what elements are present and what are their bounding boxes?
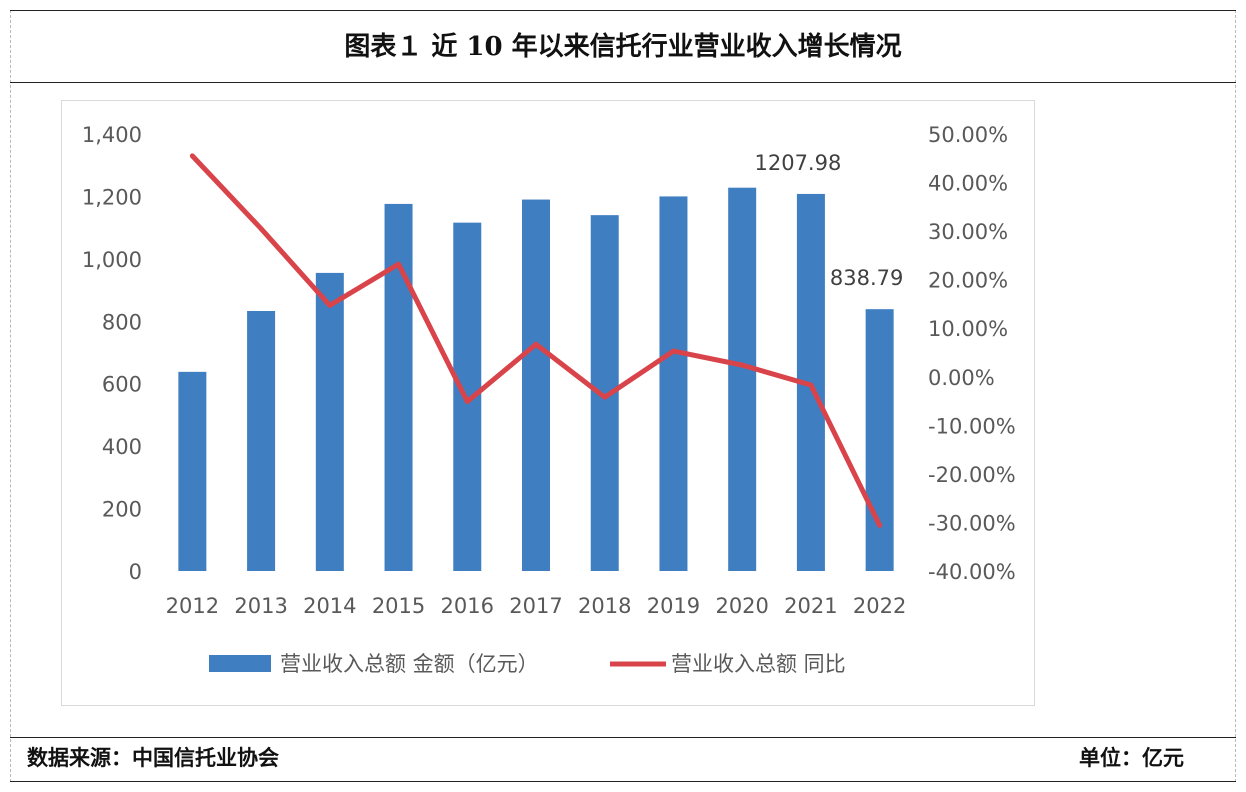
revenue-chart: 0 200 400 600 800 1,000 1,200 1,400 -40.00% -30.… [82,123,1016,676]
left-tick-label: 1,400 [82,123,142,147]
bar-2017 [522,199,550,572]
left-tick-label: 600 [102,373,142,397]
x-tick-label: 2019 [647,594,700,618]
left-tick-label: 1,200 [82,185,142,209]
right-tick-label: 30.00% [928,220,1008,244]
x-tick-label: 2016 [441,594,494,618]
chart-area: 0 200 400 600 800 1,000 1,200 1,400 -40.00% -30.… [61,100,1035,706]
title-rule [10,82,1236,83]
data-labels: 1207.98 838.79 [754,151,903,290]
right-tick-label: -20.00% [928,463,1016,487]
legend-bar-swatch [209,655,271,672]
bar-2014 [315,272,344,571]
right-axis-ticks: -40.00% -30.00% -20.00% -10.00% 0.00% 10.00% 2… [928,123,1016,584]
right-tick-label: 40.00% [928,172,1008,196]
right-tick-label: 20.00% [928,269,1008,293]
right-tick-label: 10.00% [928,317,1008,341]
left-tick-label: 0 [129,560,142,584]
legend-line-label: 营业收入总额 同比 [671,652,846,676]
left-tick-label: 800 [102,310,142,334]
x-tick-label: 2020 [715,594,768,618]
line-series [189,153,883,528]
legend-bar-label: 营业收入总额 金额（亿元） [280,652,539,676]
source-note: 数据来源：中国信托业协会 [27,746,279,770]
bar-2020 [728,187,757,571]
x-tick-label: 2012 [166,594,219,618]
data-label-2021: 1207.98 [754,151,841,175]
bar-2015 [384,203,413,572]
x-axis-ticks: 2012 2013 2014 2015 2016 2017 2018 2019 2020 2021… [166,594,907,618]
x-tick-label: 2017 [509,594,562,618]
x-tick-label: 2015 [372,594,425,618]
bar-2022 [865,309,894,571]
bar-2013 [247,310,276,571]
source-rule-top [10,737,1236,738]
figure-title: 图表１ 近 10 年以来信托行业营业收入增长情况 [344,32,902,62]
bar-2012 [178,371,207,571]
right-tick-label: 0.00% [928,366,995,390]
left-axis-ticks: 0 200 400 600 800 1,000 1,200 1,400 [82,123,142,584]
right-tick-label: -40.00% [928,560,1016,584]
top-rule [10,10,1236,11]
x-tick-label: 2021 [784,594,837,618]
figure-frame [10,10,1236,782]
bar-series [178,187,894,572]
data-label-2022: 838.79 [830,266,903,290]
source-rule-bottom [10,781,1236,782]
left-tick-label: 200 [102,498,142,522]
left-tick-label: 1,000 [82,248,142,272]
right-tick-label: 50.00% [928,123,1008,147]
x-tick-label: 2013 [234,594,287,618]
right-tick-label: -30.00% [928,511,1016,535]
right-tick-label: -10.00% [928,414,1016,438]
x-tick-label: 2014 [303,594,356,618]
bar-2019 [659,196,688,571]
unit-note: 单位：亿元 [1079,746,1184,770]
x-tick-label: 2018 [578,594,631,618]
legend: 营业收入总额 金额（亿元） 营业收入总额 同比 [209,652,846,676]
left-tick-label: 400 [102,435,142,459]
x-tick-label: 2022 [853,594,906,618]
